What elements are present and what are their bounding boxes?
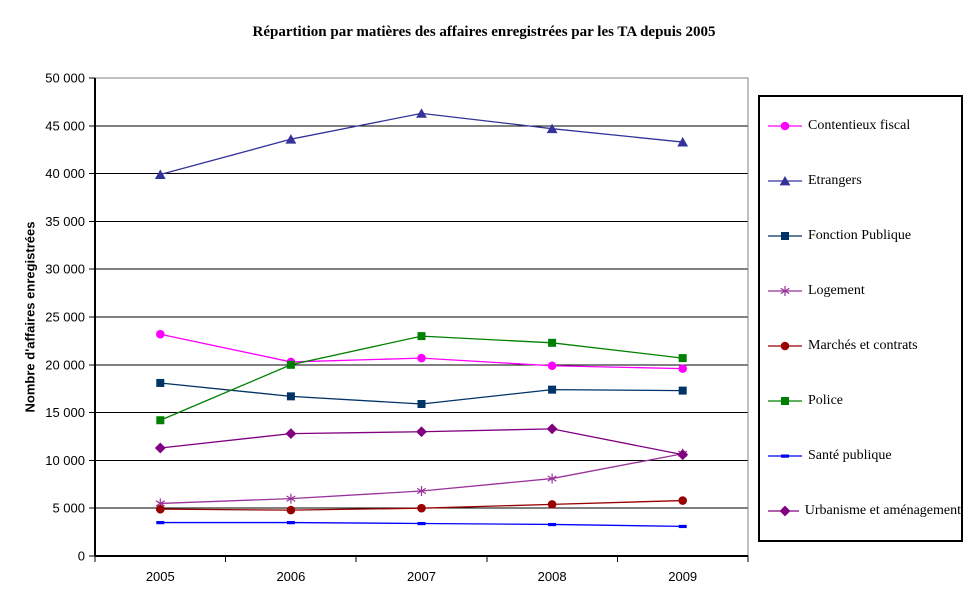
legend-key-icon	[768, 396, 802, 405]
legend-item-label: Fonction Publique	[808, 228, 912, 244]
diamond-marker-icon	[779, 505, 791, 516]
circle-marker-icon	[286, 505, 296, 515]
square-marker-icon	[286, 360, 295, 369]
y-tick-label: 35 000	[45, 214, 85, 229]
y-tick-label: 5 000	[52, 501, 85, 516]
triangle-marker-icon	[416, 108, 427, 118]
dash-marker-icon	[548, 522, 557, 527]
legend-item: Logement	[768, 283, 961, 299]
dash-marker-icon	[678, 524, 687, 529]
diamond-marker-icon	[285, 428, 297, 440]
triangle-marker-icon	[677, 137, 689, 147]
diamond-marker-icon	[677, 449, 689, 461]
y-tick-label: 50 000	[45, 71, 85, 86]
square-marker-icon	[548, 385, 557, 394]
diamond-marker-icon	[154, 442, 166, 454]
dash-marker-icon	[286, 521, 295, 525]
asterisk-marker-icon	[286, 493, 296, 504]
legend-item-label: Contentieux fiscal	[808, 118, 911, 134]
square-marker-icon	[781, 396, 789, 405]
legend-item: Santé publique	[768, 448, 961, 464]
square-marker-icon	[678, 354, 687, 363]
y-tick-label: 0	[78, 549, 85, 564]
circle-marker-icon	[417, 503, 426, 513]
triangle-marker-icon	[546, 123, 558, 134]
legend-key-icon	[768, 176, 802, 186]
y-tick-label: 20 000	[45, 357, 85, 372]
circle-marker-icon	[780, 341, 790, 351]
legend-item-label: Santé publique	[808, 447, 892, 463]
legend-item: Contentieux fiscal	[768, 118, 961, 134]
legend-item-label: Police	[808, 392, 843, 408]
circle-marker-icon	[678, 496, 687, 505]
legend-item-label: Etrangers	[808, 173, 862, 189]
dash-marker-icon	[156, 521, 165, 525]
legend-key-icon	[768, 232, 802, 241]
y-tick-label: 40 000	[45, 166, 85, 181]
legend-item: Police	[768, 393, 961, 409]
y-tick-label: 30 000	[45, 262, 85, 277]
chart-title: Répartition par matières des affaires en…	[252, 24, 716, 40]
y-tick-label: 25 000	[45, 310, 85, 325]
circle-marker-icon	[678, 364, 687, 373]
x-tick-label: 2005	[146, 569, 175, 584]
legend-item-label: Logement	[808, 283, 865, 299]
asterisk-marker-icon	[780, 286, 790, 297]
asterisk-marker-icon	[547, 473, 557, 484]
circle-marker-icon	[547, 361, 557, 371]
circle-marker-icon	[780, 122, 790, 131]
circle-marker-icon	[156, 504, 165, 514]
square-marker-icon	[548, 338, 557, 347]
square-marker-icon	[417, 332, 426, 341]
legend-key-icon	[768, 341, 802, 351]
legend-key-icon	[768, 505, 799, 516]
triangle-marker-icon	[779, 176, 791, 186]
series-line	[160, 112, 683, 176]
legend-item-label: Marchés et contrats	[808, 337, 918, 353]
square-marker-icon	[781, 232, 789, 241]
x-tick-label: 2007	[407, 569, 436, 584]
legend-item: Fonction Publique	[768, 228, 961, 244]
x-tick-label: 2009	[668, 569, 697, 584]
circle-marker-icon	[417, 353, 426, 363]
triangle-marker-icon	[154, 169, 166, 179]
legend: Contentieux fiscal Etrangers Fonction Publ…	[758, 95, 963, 542]
square-marker-icon	[417, 399, 426, 408]
y-tick-label: 15 000	[45, 405, 85, 420]
circle-marker-icon	[547, 500, 557, 509]
x-tick-label: 2006	[276, 569, 305, 584]
legend-item: Etrangers	[768, 173, 961, 189]
square-marker-icon	[156, 378, 165, 387]
square-marker-icon	[286, 392, 295, 401]
dash-marker-icon	[781, 454, 789, 458]
legend-key-icon	[768, 122, 802, 131]
y-tick-label: 10 000	[45, 453, 85, 468]
legend-key-icon	[768, 454, 802, 458]
legend-item: Urbanisme et aménagement	[768, 503, 961, 519]
legend-key-icon	[768, 286, 802, 297]
x-tick-label: 2008	[538, 569, 567, 584]
square-marker-icon	[678, 386, 687, 395]
square-marker-icon	[156, 416, 165, 425]
legend-item: Marchés et contrats	[768, 338, 961, 354]
diamond-marker-icon	[546, 423, 558, 435]
triangle-marker-icon	[285, 134, 297, 144]
dash-marker-icon	[417, 521, 426, 526]
y-tick-label: 45 000	[45, 118, 85, 133]
diamond-marker-icon	[416, 426, 427, 438]
circle-marker-icon	[156, 329, 165, 339]
legend-item-label: Urbanisme et aménagement	[804, 502, 961, 518]
asterisk-marker-icon	[416, 485, 427, 496]
